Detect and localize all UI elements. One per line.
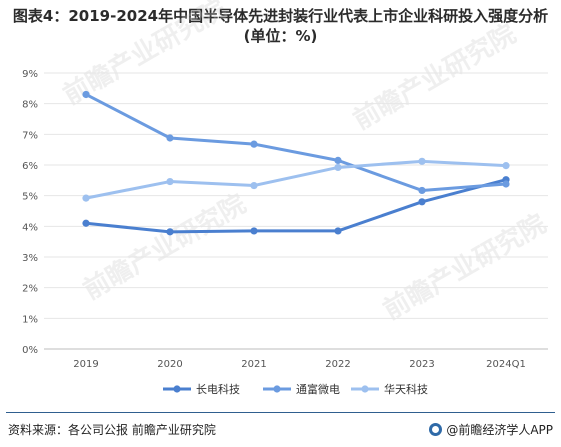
y-tick-label: 0% — [22, 345, 38, 356]
y-tick-label: 4% — [22, 222, 38, 233]
data-point — [418, 157, 426, 165]
y-tick-label: 3% — [22, 253, 38, 264]
data-point — [250, 140, 258, 148]
series-line — [84, 159, 508, 200]
x-tick-label: 2020 — [157, 359, 182, 370]
y-tick-label: 7% — [22, 130, 38, 141]
x-tick-label: 2023 — [409, 359, 434, 370]
data-point — [418, 198, 426, 206]
y-axis: 0% 1% 2% 3% 4% 5% 6% 7% 8% 9% — [22, 69, 38, 356]
brand-label: @前瞻经济学人APP — [446, 423, 553, 437]
legend-marker — [273, 385, 281, 393]
data-point — [250, 181, 258, 190]
data-point — [418, 186, 426, 195]
x-tick-label: 2019 — [73, 359, 98, 370]
data-point — [502, 162, 510, 170]
legend-marker — [361, 385, 369, 393]
legend-label: 华天科技 — [384, 382, 428, 396]
y-tick-label: 5% — [22, 192, 38, 203]
legend-label: 长电科技 — [196, 382, 240, 396]
y-tick-label: 6% — [22, 161, 38, 172]
source-note: 资料来源：各公司公报 前瞻产业研究院 — [8, 423, 216, 437]
watermark: 前瞻产业研究院 — [348, 18, 521, 136]
y-tick-label: 2% — [22, 284, 38, 295]
data-point — [166, 228, 174, 236]
x-tick-label: 2022 — [325, 359, 350, 370]
legend: 长电科技 通富微电 华天科技 — [163, 382, 428, 396]
brand: @前瞻经济学人APP — [429, 421, 553, 438]
gridlines — [44, 72, 548, 350]
watermark: 前瞻产业研究院 — [78, 188, 251, 306]
data-point — [502, 180, 510, 188]
y-tick-label: 8% — [22, 100, 38, 111]
chart-title: 图表4：2019-2024年中国半导体先进封装行业代表上市企业科研投入强度分析(… — [12, 7, 549, 45]
line-chart: 前瞻产业研究院 前瞻产业研究院 前瞻产业研究院 前瞻产业研究院 0%1%2%3%… — [22, 0, 551, 396]
legend-label: 通富微电 — [296, 382, 340, 396]
data-point — [334, 227, 342, 235]
data-point — [82, 219, 90, 227]
x-axis: 2019 2020 2021 2022 2023 2024Q1 — [73, 359, 526, 370]
data-point — [166, 134, 174, 142]
footer: 资料来源：各公司公报 前瞻产业研究院 @前瞻经济学人APP — [0, 412, 561, 447]
legend-marker — [173, 385, 181, 393]
data-point — [166, 177, 174, 186]
x-tick-label: 2021 — [241, 359, 266, 370]
footer-divider — [6, 412, 555, 413]
data-point — [82, 194, 90, 202]
series-line — [84, 92, 508, 192]
y-tick-label: 9% — [22, 69, 38, 80]
brand-logo-icon — [429, 423, 443, 436]
series-layer — [82, 90, 510, 236]
data-point — [82, 90, 90, 99]
y-tick-label: 1% — [22, 314, 38, 325]
data-point — [334, 163, 342, 172]
x-tick-label: 2024Q1 — [486, 359, 526, 370]
data-point — [250, 227, 258, 235]
series-line — [84, 178, 508, 234]
data-point — [334, 156, 342, 164]
